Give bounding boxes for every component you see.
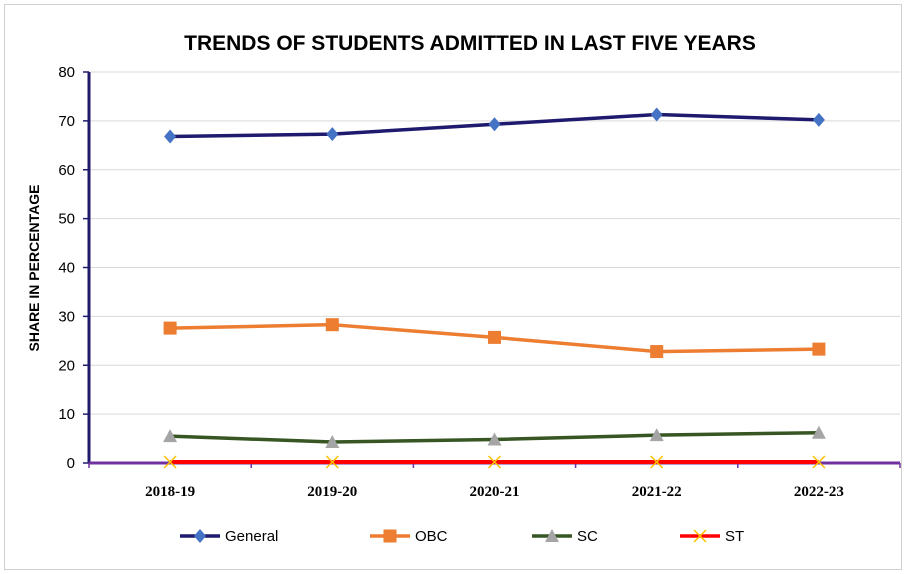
legend-marker-general [194, 529, 206, 543]
legend-item-obc: OBC [370, 528, 448, 545]
y-tick-labels: 0 10 20 30 40 50 60 70 80 [58, 64, 89, 472]
x-tick-label-2019-20: 2019-20 [307, 484, 357, 500]
x-tick-label-2018-19: 2018-19 [145, 484, 195, 500]
data-point-obc-2021-22 [650, 345, 664, 359]
y-tick-label-50: 50 [58, 211, 75, 228]
series-sc [163, 425, 826, 448]
legend-item-st: ST [680, 528, 744, 545]
legend-item-sc: SC [532, 528, 598, 545]
y-tick-label-10: 10 [58, 406, 75, 423]
data-point-sc-2021-22 [649, 428, 664, 442]
legend-marker-sc [545, 529, 559, 542]
y-tick-label-30: 30 [58, 308, 75, 325]
data-point-sc-2018-19 [163, 429, 178, 443]
data-point-obc-2019-20 [325, 318, 339, 332]
data-point-obc-2022-23 [812, 342, 826, 356]
gridlines [89, 71, 900, 415]
series-group [163, 107, 826, 469]
x-tick-labels: 2018-19 2019-20 2020-21 2021-22 2022-23 [88, 463, 901, 500]
y-tick-label-40: 40 [58, 260, 75, 277]
data-point-general-2018-19 [164, 129, 177, 144]
series-st [163, 455, 826, 469]
legend-marker-st [693, 529, 707, 543]
y-axis-label: SHARE IN PERCENTAGE [26, 185, 42, 352]
chart-frame [4, 4, 902, 570]
data-point-general-2019-20 [326, 127, 339, 142]
data-point-st-2022-23 [812, 455, 826, 469]
legend-label-general: General [225, 528, 278, 545]
legend-label-obc: OBC [415, 528, 448, 545]
data-point-sc-2022-23 [811, 425, 826, 439]
y-tick-label-60: 60 [58, 162, 75, 179]
data-point-st-2020-21 [487, 455, 502, 469]
data-point-general-2020-21 [488, 117, 501, 132]
y-tick-label-0: 0 [67, 455, 75, 472]
data-point-general-2021-22 [650, 107, 663, 122]
data-point-general-2022-23 [812, 112, 825, 127]
x-tick-label-2020-21: 2020-21 [470, 484, 520, 500]
legend-label-sc: SC [577, 528, 598, 545]
data-point-st-2018-19 [163, 455, 177, 469]
legend-label-st: ST [725, 528, 744, 545]
data-point-st-2021-22 [650, 455, 664, 469]
legend-marker-obc [383, 529, 397, 543]
chart-title: TRENDS OF STUDENTS ADMITTED IN LAST FIVE… [184, 32, 756, 55]
legend: General OBC SC ST [180, 528, 744, 545]
legend-item-general: General [180, 528, 278, 545]
series-obc [163, 318, 826, 359]
data-point-obc-2020-21 [488, 330, 501, 344]
y-tick-label-20: 20 [58, 357, 75, 374]
data-point-st-2019-20 [325, 455, 339, 469]
data-point-sc-2020-21 [487, 432, 502, 446]
x-tick-label-2022-23: 2022-23 [794, 484, 844, 500]
y-tick-label-70: 70 [58, 113, 75, 130]
y-tick-label-80: 80 [58, 64, 75, 81]
x-tick-label-2021-22: 2021-22 [632, 484, 682, 500]
data-point-obc-2018-19 [163, 321, 177, 335]
data-point-sc-2019-20 [325, 434, 340, 448]
series-general [164, 107, 825, 144]
